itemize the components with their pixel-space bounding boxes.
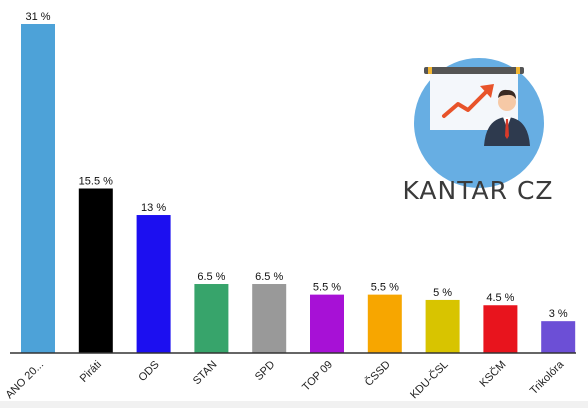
category-label-9: Trikolóra: [528, 358, 567, 397]
bar-8: [483, 305, 518, 353]
value-label-0: 31 %: [25, 11, 50, 23]
category-label-3: STAN: [191, 359, 220, 388]
value-label-9: 3 %: [549, 308, 568, 320]
value-label-5: 5.5 %: [313, 282, 341, 294]
category-label-0: ANO 20...: [3, 359, 46, 402]
bottom-scroll-strip: [0, 401, 588, 408]
bar-2: [136, 215, 171, 353]
category-label-4: SPD: [253, 359, 278, 384]
bar-7: [425, 299, 460, 353]
value-label-7: 5 %: [433, 287, 452, 299]
category-label-2: ODS: [136, 359, 161, 384]
category-label-7: KDU-ČSL: [407, 358, 450, 401]
bar-1: [78, 188, 113, 353]
value-label-8: 4.5 %: [486, 292, 514, 304]
bar-4: [252, 284, 287, 353]
brand-logo: [414, 58, 544, 188]
value-label-1: 15.5 %: [79, 176, 113, 188]
bar-6: [367, 294, 402, 353]
category-label-6: ČSSD: [362, 358, 393, 389]
value-label-2: 13 %: [141, 202, 166, 214]
value-label-4: 6.5 %: [255, 271, 283, 283]
bar-5: [310, 294, 344, 353]
value-label-6: 5.5 %: [371, 282, 399, 294]
bar-0: [21, 24, 55, 353]
bar-3: [194, 284, 229, 353]
category-label-1: Piráti: [78, 359, 104, 385]
brand-name: KANTAR CZ: [402, 176, 554, 205]
presenter-chart-icon: [414, 58, 544, 188]
category-label-8: KSČM: [477, 358, 509, 390]
value-label-3: 6.5 %: [197, 271, 225, 283]
category-label-5: TOP 09: [300, 359, 335, 394]
bar-9: [541, 321, 576, 353]
